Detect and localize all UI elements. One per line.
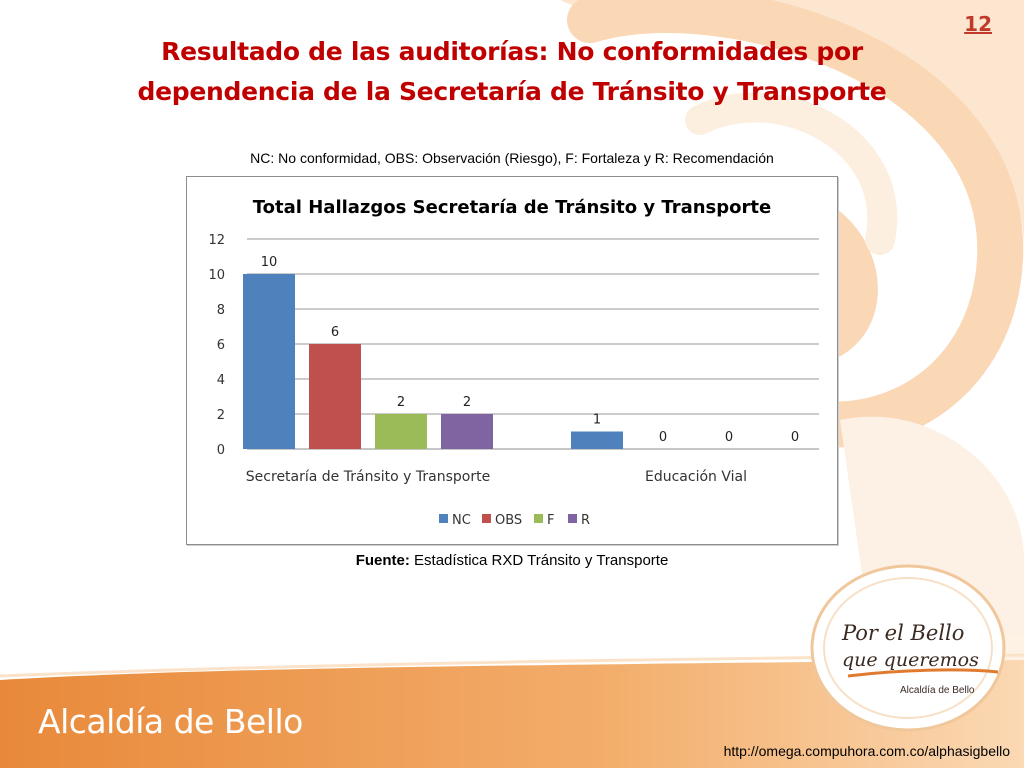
data-label: 2 xyxy=(397,395,405,410)
source-label: Fuente: xyxy=(355,552,410,569)
y-tick-label: 10 xyxy=(208,268,225,283)
logo-ring xyxy=(810,564,1006,732)
data-label: 0 xyxy=(725,430,733,445)
data-label: 1 xyxy=(593,413,601,428)
legend-label-obs: OBS xyxy=(495,513,522,528)
x-category-label: Secretaría de Tránsito y Transporte xyxy=(246,469,490,485)
data-label: 0 xyxy=(791,430,799,445)
slide-number: 12 xyxy=(964,12,992,36)
bar-r xyxy=(441,414,493,449)
bar-f xyxy=(375,414,427,449)
y-tick-label: 4 xyxy=(217,373,225,388)
legend-label-f: F xyxy=(547,513,554,528)
logo-line-3: Alcaldía de Bello xyxy=(900,685,975,696)
source-text: Estadística RXD Tránsito y Transporte xyxy=(409,552,669,569)
data-label: 2 xyxy=(463,395,471,410)
legend-swatch-f xyxy=(534,514,543,523)
y-tick-label: 8 xyxy=(217,303,225,318)
data-label: 0 xyxy=(659,430,667,445)
legend-swatch-obs xyxy=(482,514,491,523)
y-tick-label: 6 xyxy=(217,338,225,353)
logo-line-1: Por el Bello xyxy=(841,621,964,645)
data-label: 6 xyxy=(331,325,339,340)
abbreviation-note: NC: No conformidad, OBS: Observación (Ri… xyxy=(250,150,774,166)
x-category-label: Educación Vial xyxy=(645,469,747,485)
y-tick-label: 0 xyxy=(217,443,225,458)
slide-title-line-1: Resultado de las auditorías: No conformi… xyxy=(161,37,863,66)
logo-line-2: que queremos xyxy=(842,649,979,671)
legend-swatch-r xyxy=(568,514,577,523)
source-note: Fuente: Estadística RXD Tránsito y Trans… xyxy=(0,552,1024,569)
data-label: 10 xyxy=(261,255,278,270)
chart-canvas: Total Hallazgos Secretaría de Tránsito y… xyxy=(208,197,819,528)
bar-nc xyxy=(243,274,295,449)
footer-brand: Alcaldía de Bello xyxy=(38,702,303,741)
bar-obs xyxy=(309,344,361,449)
slide-title: Resultado de las auditorías: No conformi… xyxy=(100,32,924,112)
legend-swatch-nc xyxy=(439,514,448,523)
bar-nc xyxy=(571,431,623,449)
bar-chart: Total Hallazgos Secretaría de Tránsito y… xyxy=(186,176,838,545)
y-tick-label: 2 xyxy=(217,408,225,423)
legend-label-nc: NC xyxy=(452,513,471,528)
slide-title-line-2: dependencia de la Secretaría de Tránsito… xyxy=(137,77,887,106)
legend-label-r: R xyxy=(581,513,590,528)
chart-title: Total Hallazgos Secretaría de Tránsito y… xyxy=(253,197,771,218)
por-el-bello-logo: Por el Bello que queremos Alcaldía de Be… xyxy=(810,564,1006,732)
footer-url[interactable]: http://omega.compuhora.com.co/alphasigbe… xyxy=(723,743,1010,759)
y-tick-label: 12 xyxy=(208,233,225,248)
